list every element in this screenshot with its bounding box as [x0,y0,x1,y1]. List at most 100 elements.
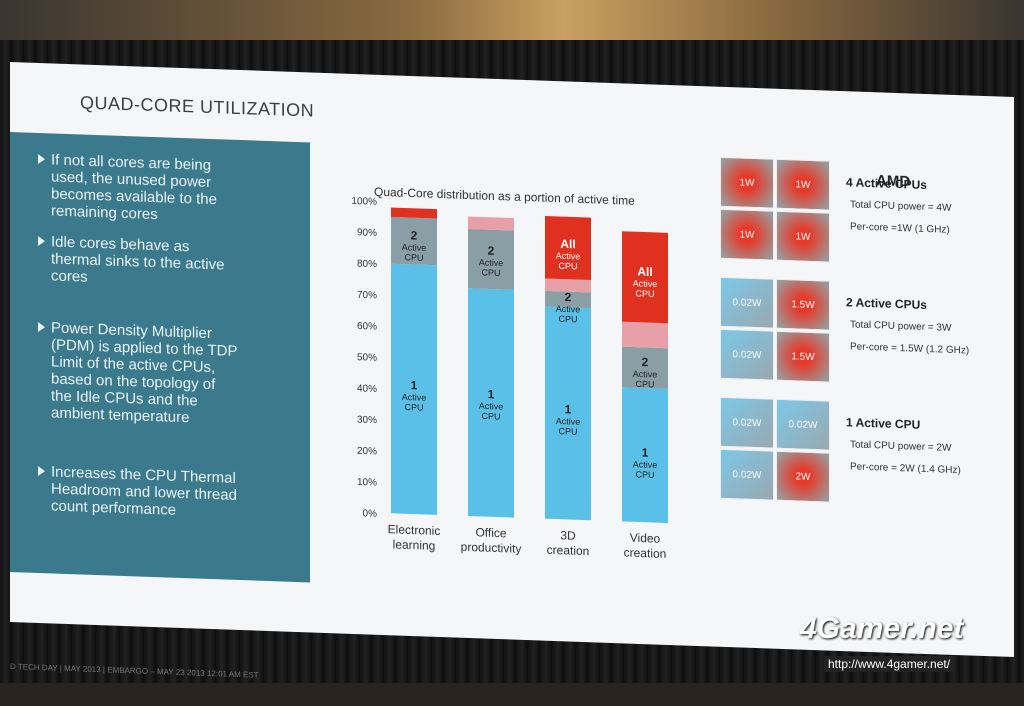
x-tick-label: Video [630,531,661,546]
cpu-core: 0.02W [720,276,774,329]
cpu-core-grid: 1W 1W 1W 1W [720,156,832,263]
y-tick-label: 40% [357,383,377,395]
y-tick-label: 10% [357,477,377,489]
bar-label: CPU [481,411,500,422]
bar-label: Active [633,459,658,470]
bar-label: 2 [565,290,572,304]
bar-segment [545,216,591,281]
bar-label: Active [402,242,427,253]
bar-label: 1 [411,378,418,392]
bullet-item: If not all cores are being used, the unus… [38,151,217,225]
bar-label: Active [633,278,658,289]
bar-label: CPU [481,267,500,278]
bar-segment [468,216,514,231]
bar-label: CPU [635,288,654,299]
x-tick-label: learning [393,537,436,552]
slide-title: QUAD-CORE UTILIZATION [80,92,315,121]
cpu-config-title: 2 Active CPUs [846,295,927,313]
bar-segment [391,207,437,219]
bar-segment [545,278,591,293]
bar-label: 2 [642,355,649,369]
bullet-item: Power Density Multiplier (PDM) is applied… [38,319,237,428]
cpu-per-core-power: Per-core =1W (1 GHz) [850,221,950,236]
bar-segment [622,346,668,389]
bar-segment [622,231,668,324]
bullet-arrow-icon [38,465,45,477]
bullet-arrow-icon [38,321,45,333]
y-tick-label: 90% [357,227,377,239]
cpu-per-core-power: Per-core = 1.5W (1.2 GHz) [850,341,970,357]
y-tick-label: 70% [357,290,377,302]
watermark-brand: 4Gamer.net [800,612,964,645]
y-tick-label: 0% [363,508,378,520]
bar-segment [468,288,514,518]
projection-screen: QUAD-CORE UTILIZATION AMD If not all cor… [10,62,1014,680]
cpu-core: 0.02W [720,396,774,449]
y-tick-label: 80% [357,259,377,271]
cpu-core: 0.02W [720,448,774,501]
cpu-per-core-power: Per-core = 2W (1.4 GHz) [850,461,961,477]
bar-label: 2 [488,244,495,258]
cpu-config-title: 4 Active CPUs [846,175,927,193]
watermark-url: http://www.4gamer.net/ [824,656,955,672]
bar-label: Active [556,304,581,315]
y-tick-label: 100% [351,196,377,208]
bar-segment [391,216,437,266]
bar-label: All [560,237,575,252]
bar-segment [622,321,668,349]
cpu-core: 1W [720,156,774,209]
bar-label: 1 [488,387,495,401]
x-tick-label: creation [547,543,590,558]
bullet-item: Increases the CPU Thermal Headroom and lo… [38,463,237,521]
x-tick-label: Electronic [388,522,441,538]
bar-label: CPU [558,261,577,272]
bar-segment [622,387,668,523]
y-tick-label: 50% [357,352,377,364]
bar-label: CPU [404,402,423,413]
y-tick-label: 60% [357,321,377,333]
bullet-item: Idle cores behave as thermal sinks to the… [38,233,224,291]
cpu-total-power: Total CPU power = 3W [850,319,952,334]
bar-label: 1 [565,402,572,416]
bar-label: CPU [635,469,654,480]
bar-label: CPU [558,426,577,437]
cpu-core: 2W [776,450,830,503]
bar-label: CPU [635,379,654,390]
cpu-core: 1W [776,158,830,211]
x-tick-label: creation [624,545,667,560]
cpu-total-power: Total CPU power = 2W [850,439,952,454]
cpu-core: 1W [720,208,774,261]
cpu-core: 0.02W [776,398,830,451]
bullet-arrow-icon [38,235,45,247]
bar-label: CPU [558,314,577,325]
cpu-core: 1.5W [776,278,830,331]
bar-label: Active [479,401,504,412]
bar-segment [545,306,591,521]
bar-label: Active [402,392,427,403]
cpu-total-power: Total CPU power = 4W [850,199,952,214]
bar-segment [545,290,591,309]
bar-chart: 0%10%20%30%40%50%60%70%80%90%100%1Active… [351,196,668,561]
cpu-core-grid: 0.02W 1.5W 0.02W 1.5W [720,276,832,383]
bar-label: CPU [404,252,423,263]
bar-label: 2 [411,228,418,242]
bar-label: Active [556,416,581,427]
cpu-core: 1W [776,210,830,263]
cpu-core: 1.5W [776,330,830,383]
cpu-config-title: 1 Active CPU [846,415,921,432]
cpu-core-grid: 0.02W 0.02W 0.02W 2W [720,396,832,503]
x-tick-label: 3D [560,528,576,543]
x-tick-label: productivity [461,540,522,556]
bar-segment [468,228,514,290]
y-tick-label: 30% [357,415,377,427]
bar-label: Active [479,257,504,268]
x-tick-label: Office [475,525,506,540]
y-tick-label: 20% [357,446,377,458]
bar-label: 1 [642,446,649,460]
cpu-core: 0.02W [720,328,774,381]
bar-label: Active [633,369,658,380]
bar-segment [391,263,437,515]
bar-label: Active [556,251,581,262]
bar-label: All [637,264,652,279]
bullet-arrow-icon [38,153,45,165]
